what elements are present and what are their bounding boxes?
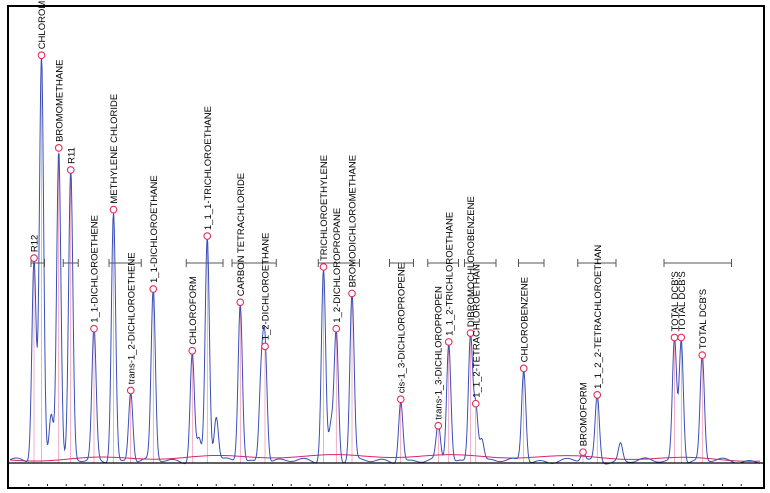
peak-marker (332, 324, 341, 333)
peak-label: trans-1_3-DICHLOROPROPEN (434, 286, 445, 420)
peak-marker (203, 232, 212, 240)
peak-marker (37, 51, 46, 60)
peak-label: CHLOROFORM (188, 276, 199, 345)
peak-marker (434, 421, 443, 430)
peak-label: 1_2-DICHLOROPROPANE (332, 208, 343, 323)
peak-label: 1_1_2-TETRACHLOROETHAN (471, 264, 482, 398)
integration-window-layer (30, 259, 732, 267)
peak-marker (149, 285, 158, 293)
peak-marker (236, 298, 245, 307)
peak-marker (30, 254, 38, 262)
peak-label: 1_1-DICHLOROETHENE (90, 215, 101, 323)
peak-marker (90, 324, 98, 333)
peak-label: BROMOFORM (579, 382, 590, 446)
peak-label: TOTAL DCB'S (698, 289, 709, 349)
peak-label: BROMODICHLOROMETHANE (348, 155, 359, 287)
peak-label: 1_1_1-TRICHLOROETHANE (203, 106, 214, 230)
peak-label: BROMOMETHANE (54, 60, 65, 142)
peak-marker (66, 166, 75, 174)
peak-label: 1_2-DICHLOROETHANE (261, 233, 272, 341)
peak-marker (188, 346, 197, 355)
peak-marker (519, 364, 528, 373)
peak-marker (579, 448, 587, 457)
signal-trace (9, 55, 761, 465)
peak-marker (466, 329, 475, 337)
peak-label: cis-1_3-DICHLOROPROPENE (396, 263, 407, 393)
peak-marker (593, 391, 602, 399)
peak-marker (677, 333, 686, 342)
peak-label: trans-1_2-DICHLOROETHENE (126, 252, 137, 384)
peak-label: R12 (30, 235, 41, 252)
peak-label: 1_1-DICHLOROETHANE (149, 175, 160, 283)
chart-frame (7, 5, 765, 489)
peak-marker (109, 205, 118, 214)
peak-label: 1_1_2_2-TETRACHLOROETHAN (593, 245, 604, 389)
signal-trace-layer (9, 55, 761, 465)
peak-marker (396, 395, 405, 404)
peak-marker (670, 333, 679, 342)
integration-baseline-layer (9, 57, 761, 463)
integration-baseline (9, 454, 761, 462)
peak-label: 1_1_2-TRICHLOROETHANE (444, 212, 455, 336)
peak-label: TRICHLOROETHYLENE (319, 155, 330, 261)
peak-marker (348, 289, 356, 298)
peak-label: TOTAL DCB'S (670, 271, 681, 331)
time-tick-layer (28, 484, 742, 486)
peak-marker (54, 144, 63, 152)
peak-marker (444, 338, 453, 346)
peak-label: R11 (66, 147, 77, 164)
peak-label: DIBROMOCHLOROBENZENE (466, 196, 477, 327)
peak-marker (261, 342, 269, 351)
peak-label: CHLOROBENZENE (519, 277, 530, 363)
peak-marker (319, 263, 328, 271)
peak-label: CARBON TETRACHLORIDE (236, 173, 247, 296)
peak-label: CHLOROMETHANE (37, 0, 48, 49)
peak-label: TOTAL DCB'S (677, 271, 688, 331)
peak-marker-layer (30, 51, 707, 457)
peak-marker (698, 351, 707, 360)
peak-label: METHYLENE CHLORIDE (109, 94, 120, 204)
peak-marker (126, 386, 135, 395)
peak-marker (471, 399, 480, 408)
